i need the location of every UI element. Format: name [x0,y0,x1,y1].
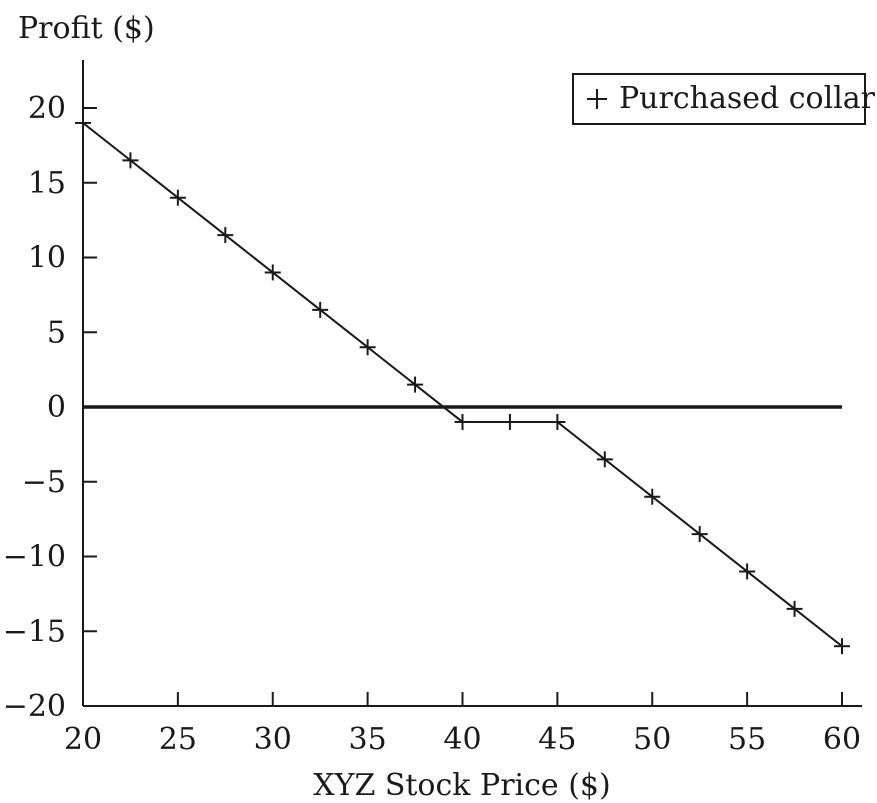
data-point [454,413,471,430]
data-point [549,413,566,430]
x-tick-label: 55 [728,722,766,757]
data-point [596,451,613,468]
data-point [169,189,186,206]
ticks: −20 −15 −10 −5 0 5 10 15 20 20 25 30 35 40 45 50 55 60 [3,91,861,757]
legend-label: Purchased collar [619,81,876,116]
x-axis-title: XYZ Stock Price ($) [313,768,610,803]
y-tick-label: 15 [28,166,66,201]
x-tick-label: 40 [443,722,481,757]
legend-box [572,73,866,125]
data-point [407,376,424,393]
y-tick-label: −5 [22,465,66,500]
y-tick-label: −20 [3,689,66,724]
x-tick-label: 50 [633,722,671,757]
y-tick-label: 5 [47,315,66,350]
x-tick-label: 20 [64,722,102,757]
x-tick-label: 60 [823,722,861,757]
data-point [739,563,756,580]
data-point [691,526,708,543]
series-layer [75,114,850,655]
legend: Purchased collar [572,73,876,125]
x-tick-label: 45 [538,722,576,757]
x-tick-label: 35 [349,722,387,757]
data-point [786,600,803,617]
data-point [75,114,91,131]
legend-plus-mark [587,89,607,109]
y-tick-label: 0 [47,390,66,425]
y-tick-label: −15 [3,614,66,649]
axes [82,60,862,707]
y-tick-label: 20 [28,91,66,126]
data-point [264,264,281,281]
data-point [834,638,850,655]
series-line [82,122,843,647]
data-point [312,301,329,318]
data-point [501,413,518,430]
y-tick-label: −10 [3,540,66,575]
x-tick-label: 25 [159,722,197,757]
data-point [644,488,661,505]
data-point [217,227,234,244]
data-point [122,152,139,169]
x-tick-label: 30 [254,722,292,757]
legend-marker-icon [587,89,607,109]
data-point [359,339,376,356]
y-axis-title: Profit ($) [18,11,155,46]
y-tick-label: 10 [28,241,66,276]
